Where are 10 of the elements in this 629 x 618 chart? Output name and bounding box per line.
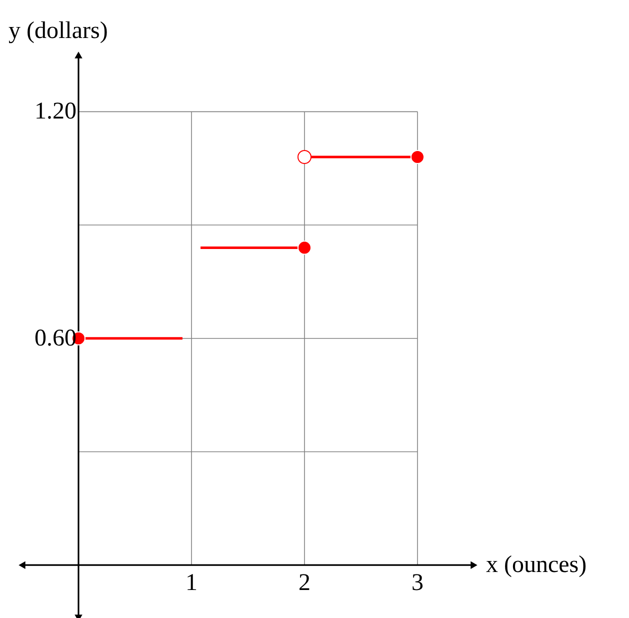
x-tick-label: 2: [298, 570, 310, 596]
y-axis-title: y (dollars): [8, 18, 108, 44]
point: [410, 150, 425, 164]
point: [297, 240, 312, 255]
y-tick-label: 1.20: [34, 98, 76, 125]
x-tick-label: 1: [186, 570, 198, 596]
x-tick-label: 3: [412, 570, 424, 596]
x-axis-title: x (ounces): [486, 552, 587, 578]
point: [297, 150, 312, 164]
y-tick-label: 0.60: [34, 325, 76, 352]
